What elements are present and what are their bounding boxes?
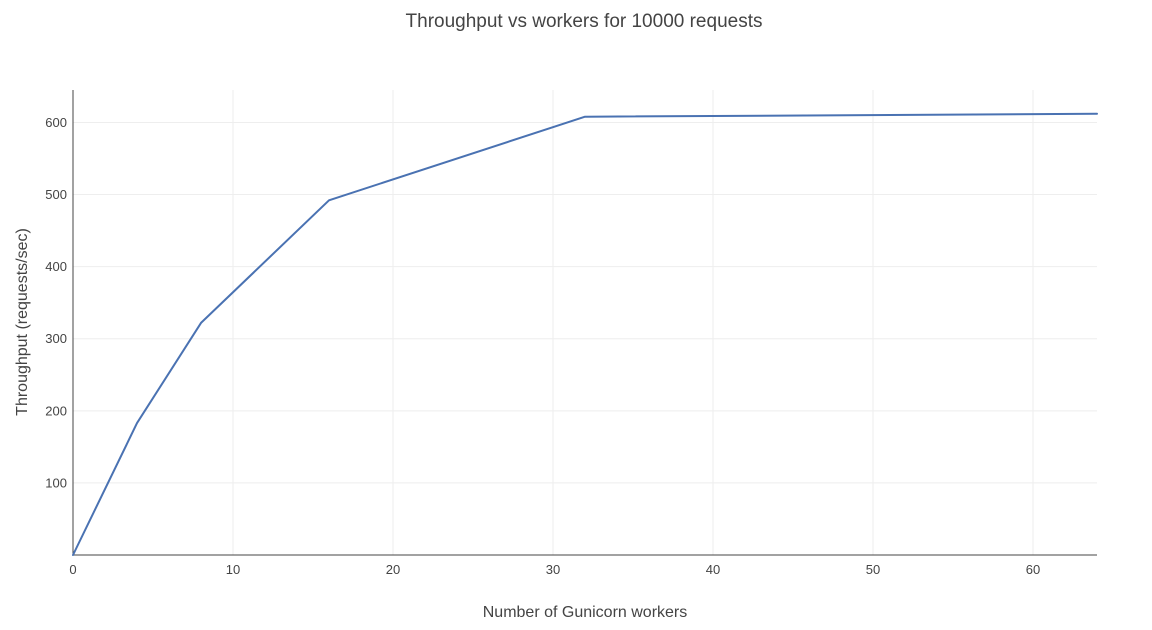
series-line — [72, 112, 1098, 556]
x-tick-label: 20 — [386, 562, 400, 577]
y-tick-label: 200 — [45, 403, 67, 418]
grid-layer — [73, 90, 1097, 555]
y-tick-label: 300 — [45, 331, 67, 346]
x-tick-label: 50 — [866, 562, 880, 577]
y-tick-label: 100 — [45, 475, 67, 490]
y-axis-title: Throughput (requests/sec) — [14, 228, 31, 416]
x-tick-label: 10 — [226, 562, 240, 577]
axis-layer — [72, 90, 1097, 556]
x-axis-title: Number of Gunicorn workers — [483, 604, 688, 621]
y-tick-label: 400 — [45, 259, 67, 274]
y-tick-label: 500 — [45, 187, 67, 202]
x-tick-label: 60 — [1026, 562, 1040, 577]
chart-title: Throughput vs workers for 10000 requests — [406, 11, 763, 32]
x-tick-label: 40 — [706, 562, 720, 577]
y-tick-label: 600 — [45, 115, 67, 130]
x-tick-label: 30 — [546, 562, 560, 577]
x-tick-label: 0 — [69, 562, 76, 577]
series-layer — [72, 112, 1098, 556]
tick-labels: 0 10 20 30 40 50 60 100 200 300 400 500 600 — [45, 115, 1040, 577]
